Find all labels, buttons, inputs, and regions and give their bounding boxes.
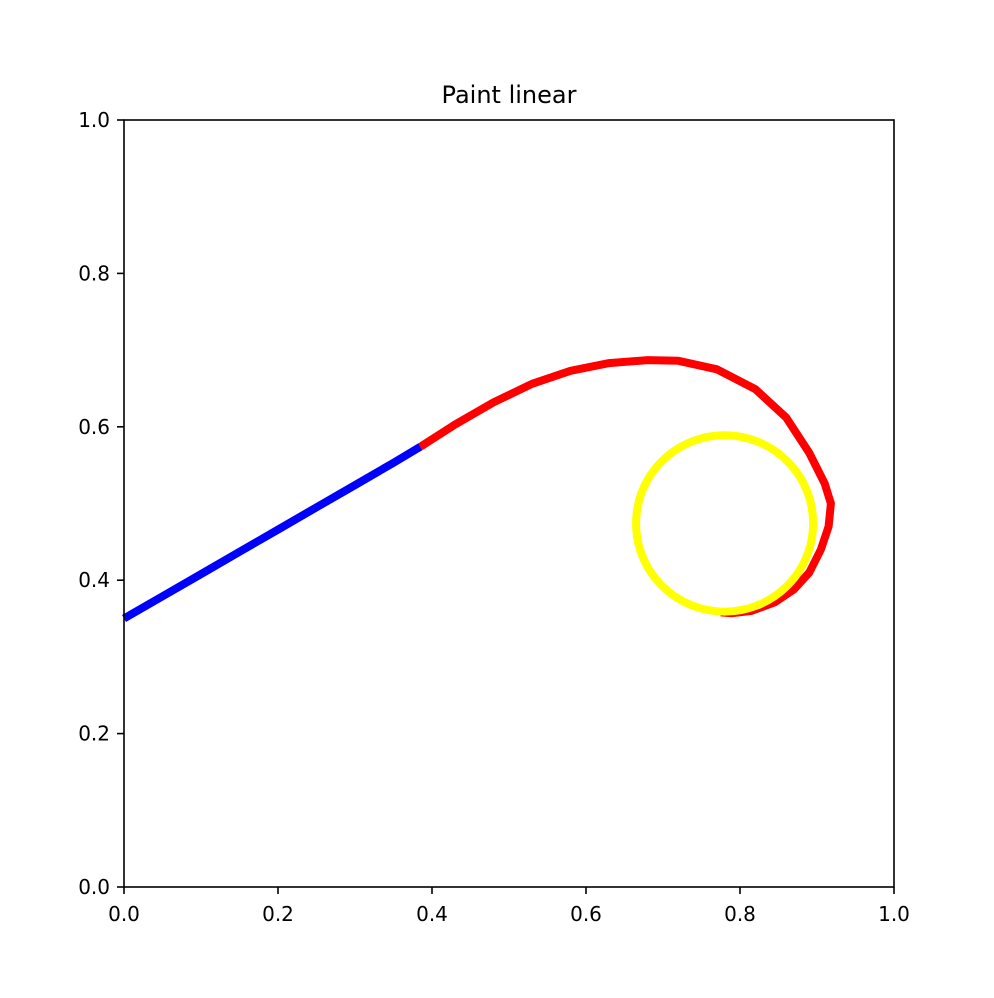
x-tick-label: 0.8 bbox=[724, 902, 756, 926]
series-2-circle bbox=[632, 431, 818, 616]
y-tick-label: 1.0 bbox=[78, 108, 110, 132]
x-tick-label: 0.6 bbox=[570, 902, 602, 926]
x-tick-label: 0.2 bbox=[262, 902, 294, 926]
y-axis: 0.0 0.2 0.4 0.6 0.8 1.0 bbox=[78, 108, 124, 899]
y-tick-label: 0.6 bbox=[78, 415, 110, 439]
series-1-line bbox=[418, 356, 835, 618]
chart-title: Paint linear bbox=[442, 81, 577, 109]
y-tick-label: 0.2 bbox=[78, 722, 110, 746]
x-tick-label: 0.0 bbox=[108, 902, 140, 926]
x-axis: 0.0 0.2 0.4 0.6 0.8 1.0 bbox=[108, 887, 910, 926]
y-tick-label: 0.8 bbox=[78, 261, 110, 285]
plot-frame bbox=[123, 119, 895, 888]
y-tick-label: 0.0 bbox=[78, 875, 110, 899]
plot-area bbox=[122, 356, 835, 622]
series-0-line bbox=[122, 443, 423, 622]
y-tick-label: 0.4 bbox=[78, 568, 110, 592]
x-tick-label: 1.0 bbox=[878, 902, 910, 926]
x-tick-label: 0.4 bbox=[416, 902, 448, 926]
